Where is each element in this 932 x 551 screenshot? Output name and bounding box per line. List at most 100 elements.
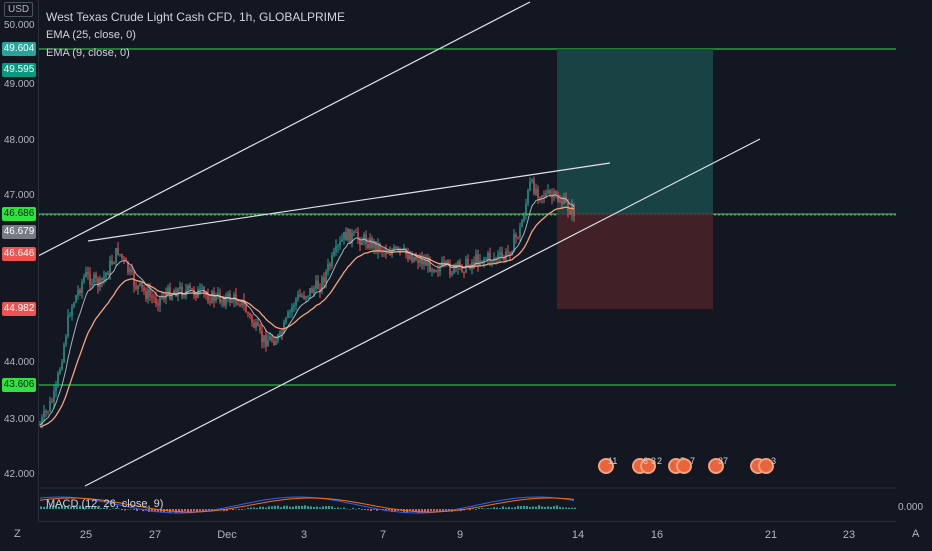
candle-body: [343, 231, 345, 240]
time-tick: 23: [842, 529, 856, 541]
macd-bar: [514, 507, 516, 509]
macd-axis[interactable]: 0.000: [896, 0, 932, 550]
macd-bar: [481, 508, 483, 509]
macd-bar: [523, 505, 525, 509]
candle-body: [153, 297, 155, 299]
candle-body: [81, 281, 83, 293]
macd-bar: [370, 509, 372, 511]
economic-event-icon[interactable]: [598, 458, 614, 474]
macd-bar: [109, 509, 111, 510]
macd-bar: [418, 509, 420, 513]
candle-body: [57, 373, 59, 384]
candle-body: [245, 305, 247, 313]
target-zone[interactable]: [557, 49, 713, 214]
macd-bar: [472, 508, 474, 510]
macd-bar: [268, 506, 270, 509]
candle-body: [351, 232, 353, 244]
economic-event-icon[interactable]: [640, 458, 656, 474]
candle-body: [251, 315, 253, 323]
macd-bar: [430, 509, 432, 512]
candle-body: [485, 259, 487, 260]
candle-body: [353, 231, 355, 233]
macd-bar: [184, 509, 186, 511]
macd-bar: [82, 506, 84, 509]
economic-event-icon[interactable]: [758, 458, 774, 474]
candle-body: [357, 232, 359, 240]
candle-body: [193, 289, 195, 296]
macd-bar: [433, 509, 435, 512]
time-tick: 25: [79, 529, 93, 541]
stop-zone[interactable]: [557, 214, 713, 309]
candle-body: [323, 277, 325, 283]
macd-bar: [55, 505, 57, 509]
event-count: 37: [718, 456, 729, 466]
macd-bar: [301, 505, 303, 509]
candle-body: [519, 227, 521, 238]
candle-body: [121, 254, 123, 258]
price-tag-level: 46.686: [2, 207, 36, 221]
zoom-button[interactable]: Z: [14, 528, 21, 540]
macd-bar: [226, 509, 228, 511]
macd-bar: [223, 509, 225, 512]
candle-body: [421, 258, 423, 265]
price-tick: 44.000: [4, 357, 35, 368]
indicator-macd[interactable]: MACD (12, 26, close, 9): [46, 498, 164, 510]
candle-body: [427, 258, 429, 266]
macd-bar: [508, 506, 510, 509]
auto-scale-button[interactable]: A: [912, 528, 920, 540]
candle-body: [71, 306, 73, 316]
indicator-ema-25[interactable]: EMA (25, close, 0): [46, 29, 136, 41]
symbol-title[interactable]: West Texas Crude Light Cash CFD, 1h, GLO…: [46, 10, 346, 24]
macd-bar: [190, 509, 192, 512]
candle-body: [391, 251, 393, 256]
macd-bar: [469, 509, 471, 511]
candle-body: [73, 302, 75, 307]
candle-body: [93, 274, 95, 284]
macd-bar: [199, 509, 201, 511]
macd-bar: [187, 509, 189, 513]
candle-body: [509, 252, 511, 255]
candle-body: [227, 293, 229, 297]
macd-bar: [220, 509, 222, 510]
macd-bar: [274, 505, 276, 509]
candle-body: [109, 260, 111, 275]
candle-body: [283, 322, 285, 334]
candle-body: [437, 270, 439, 272]
candle-body: [241, 300, 243, 306]
candle-body: [345, 231, 347, 241]
indicator-ema-9[interactable]: EMA (9, close, 0): [46, 47, 130, 59]
macd-bar: [100, 508, 102, 509]
economic-event-icon[interactable]: [708, 458, 724, 474]
price-tag-level-low: 43.606: [2, 378, 36, 392]
trendline-lower-channel[interactable]: [84, 138, 761, 487]
macd-bar: [496, 507, 498, 509]
candle-body: [413, 256, 415, 262]
candle-body: [219, 293, 221, 303]
candle-body: [281, 331, 283, 334]
candle-body: [275, 341, 277, 345]
candle-body: [407, 254, 409, 260]
candle-body: [549, 190, 551, 195]
trendline-resistance[interactable]: [87, 162, 611, 242]
macd-bar: [250, 507, 252, 509]
trendline-upper-channel[interactable]: [37, 1, 531, 257]
event-count: 3: [771, 456, 777, 466]
candle-body: [209, 301, 211, 303]
macd-bar: [568, 507, 570, 509]
macd-bar: [313, 507, 315, 509]
macd-bar: [292, 506, 294, 509]
macd-bar: [304, 505, 306, 509]
time-axis[interactable]: 25 27 Dec 3 7 9 14 16 21 23: [38, 521, 896, 551]
ema-25-line: [39, 206, 575, 428]
candle-body: [571, 205, 573, 215]
macd-bar: [535, 506, 537, 509]
candle-body: [179, 286, 181, 289]
candle-body: [59, 369, 61, 374]
macd-bar: [94, 506, 96, 509]
macd-bar: [277, 505, 279, 509]
price-axis[interactable]: USD 50.000 49.000 48.000 47.000 44.000 4…: [0, 0, 39, 550]
candle-body: [123, 258, 125, 260]
currency-label[interactable]: USD: [4, 2, 34, 17]
economic-event-icon[interactable]: [676, 458, 692, 474]
